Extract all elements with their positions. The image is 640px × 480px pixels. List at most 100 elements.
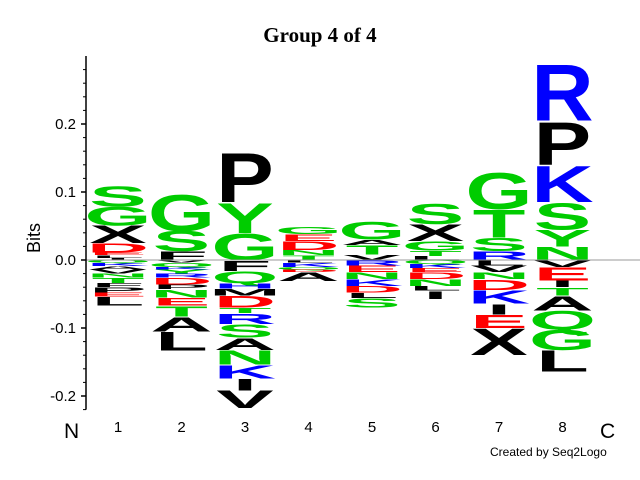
logo-letter-R: R xyxy=(214,310,276,327)
logo-letter-A: A xyxy=(277,270,339,284)
logo-letter-N: N xyxy=(150,287,212,300)
logo-letter-K: K xyxy=(87,262,149,267)
logo-letter-P: P xyxy=(534,109,591,178)
logo-letter-T: T xyxy=(536,285,589,298)
logo-letter-S: S xyxy=(216,321,273,342)
logo-letter-P: P xyxy=(89,286,146,294)
logo-letter-N: N xyxy=(531,243,593,264)
logo-letter-E: E xyxy=(280,232,337,242)
logo-letter-N: N xyxy=(214,346,276,369)
logo-letter-T: T xyxy=(155,303,208,320)
logo-letter-Q: Q xyxy=(85,259,152,263)
logo-letter-E: E xyxy=(534,264,591,285)
logo-letter-G: G xyxy=(402,239,469,254)
logo-letter-Q: Q xyxy=(148,262,215,268)
logo-letter-G: G xyxy=(529,324,596,356)
logo-letter-T: T xyxy=(219,306,272,314)
logo-letter-Q: Q xyxy=(275,266,342,270)
logo-letter-E: E xyxy=(470,311,527,332)
logo-letter-V: V xyxy=(153,259,211,263)
logo-letter-S: S xyxy=(407,198,464,230)
logo-letter-A: A xyxy=(87,265,149,270)
logo-letter-N: N xyxy=(404,277,466,287)
y-tick-label: 0.1 xyxy=(55,184,76,201)
logo-letter-L: L xyxy=(346,291,399,299)
logo-letter-F: F xyxy=(92,282,145,288)
logo-letter-K: K xyxy=(150,266,212,270)
logo-letter-S: S xyxy=(470,234,527,255)
logo-letter-P: P xyxy=(153,283,210,290)
logo-letter-S: S xyxy=(343,296,400,311)
logo-letter-K: K xyxy=(214,362,276,383)
logo-letter-P: P xyxy=(216,138,273,217)
x-tick-label: 1 xyxy=(114,419,122,436)
logo-letter-K: K xyxy=(341,277,403,287)
chart-title: Group 4 of 4 xyxy=(263,23,377,47)
logo-letter-L: L xyxy=(536,344,589,378)
logo-letter-R: R xyxy=(150,273,212,279)
logo-letter-L: L xyxy=(282,259,335,263)
logo-letter-G: G xyxy=(466,163,533,221)
logo-letter-T: T xyxy=(473,202,526,246)
logo-letter-V: V xyxy=(470,264,528,274)
logo-letter-A: A xyxy=(531,292,593,315)
logo-letter-N: N xyxy=(341,271,403,281)
logo-letter-G: G xyxy=(275,225,342,237)
logo-letter-V: V xyxy=(216,387,273,414)
logo-letter-L: L xyxy=(92,295,145,309)
logo-letter-F: F xyxy=(219,257,272,274)
logo-letter-I: I xyxy=(551,279,575,289)
logo-letter-D: D xyxy=(341,284,403,294)
y-tick-label: -0.1 xyxy=(50,320,76,337)
credit-text: Created by Seq2Logo xyxy=(490,445,607,459)
logo-letter-I: I xyxy=(487,301,511,318)
logo-letter-K: K xyxy=(468,287,530,308)
x-tick-label: 8 xyxy=(558,419,566,436)
logo-letter-X: X xyxy=(470,322,527,364)
logo-letter-L: L xyxy=(92,255,145,259)
x-tick-label: 3 xyxy=(241,419,249,436)
logo-letter-V: V xyxy=(343,253,401,261)
logo-letter-E: E xyxy=(343,264,400,274)
logo-letter-S: S xyxy=(534,196,591,238)
logo-letter-F: F xyxy=(155,249,208,263)
logo-letter-R: R xyxy=(341,259,403,267)
x-tick-label: 6 xyxy=(431,419,439,436)
logo-letter-R: R xyxy=(531,48,593,138)
logo-letter-D: D xyxy=(150,276,212,286)
logo-letter-X: X xyxy=(89,221,146,248)
logo-letter-N: N xyxy=(277,248,339,256)
plot-area: ILEDXGSQKAVNTFPELFSGVQKYRDPNETALGYPFQHMD… xyxy=(85,48,640,414)
logo-letter-L: L xyxy=(409,285,462,292)
logo-letter-T: T xyxy=(409,249,462,257)
logo-letter-A: A xyxy=(214,335,276,354)
logo-letter-I: I xyxy=(233,375,257,394)
logo-letter-G: G xyxy=(148,185,215,243)
logo-letter-I: I xyxy=(106,257,130,260)
x-tick-label: 2 xyxy=(177,419,185,436)
logo-letter-L: L xyxy=(155,327,208,356)
logo-letter-L: L xyxy=(409,255,462,261)
logo-letter-G: G xyxy=(212,226,279,268)
logo-letter-Q: Q xyxy=(402,259,469,265)
logo-letter-D: D xyxy=(277,239,339,253)
logo-letter-T: T xyxy=(92,276,145,284)
logo-letter-E: E xyxy=(89,252,146,256)
logo-letter-Q: Q xyxy=(212,268,279,287)
logo-letter-T: T xyxy=(282,254,335,261)
logo-letter-D: D xyxy=(214,293,276,312)
logo-letter-D: D xyxy=(87,241,149,256)
logo-letter-V: V xyxy=(89,268,147,274)
logo-letter-A: A xyxy=(150,313,212,336)
n-terminus-label: N xyxy=(64,420,79,443)
c-terminus-label: C xyxy=(600,420,615,443)
y-tick-label: -0.2 xyxy=(50,388,76,405)
logo-letter-S: S xyxy=(89,181,146,213)
logo-letter-L: L xyxy=(473,259,526,267)
logo-letter-Q: Q xyxy=(529,306,596,335)
logo-letter-D: D xyxy=(277,269,339,273)
logo-letter-D: D xyxy=(404,271,466,281)
logo-letter-Y: Y xyxy=(153,268,210,274)
logo-letter-H: H xyxy=(214,282,276,290)
